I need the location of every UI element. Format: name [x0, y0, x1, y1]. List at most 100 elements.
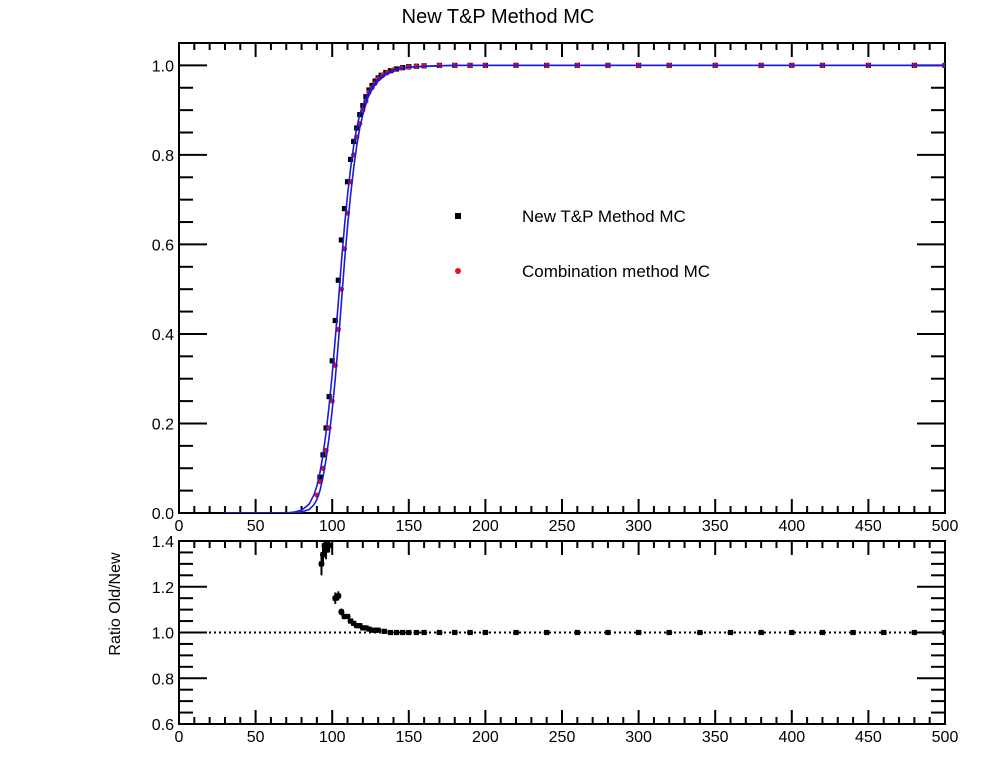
ratio-point — [605, 629, 611, 636]
upper-x-tick-label: 200 — [472, 518, 499, 535]
ratio-point — [727, 629, 734, 636]
legend-marker-star-icon — [455, 268, 461, 274]
upper-x-tick-label: 450 — [855, 518, 882, 535]
ratio-point — [482, 629, 488, 636]
legend-marker-square-icon — [455, 213, 461, 219]
chart-title: New T&P Method MC — [401, 6, 595, 28]
ratio-point — [406, 629, 412, 636]
new-tp-point — [326, 394, 332, 400]
new-tp-point — [335, 277, 341, 283]
ratio-point — [513, 629, 519, 636]
upper-panel: 0 50 100 150 200 250 300 350 400 450 500 0.0 0.2 0.4 0… — [152, 42, 959, 535]
new-tp-point — [338, 237, 344, 243]
ratio-point — [363, 625, 369, 631]
new-tp-point — [317, 474, 323, 480]
ratio-point — [421, 629, 427, 636]
lower-y-tick-label: 1.0 — [152, 626, 174, 643]
lower-x-tick-label: 50 — [247, 729, 265, 746]
ratio-point — [335, 593, 341, 599]
ratio-point — [436, 629, 443, 636]
ratio-point — [325, 541, 331, 544]
ratio-point — [393, 629, 400, 636]
lower-x-tick-label: 350 — [702, 729, 729, 746]
ratio-point — [323, 547, 329, 553]
fit-curve-3 — [224, 64, 945, 513]
upper-x-tick-label: 50 — [247, 518, 265, 535]
upper-x-tick-label: 500 — [932, 518, 959, 535]
ratio-point — [452, 629, 458, 636]
ratio-point — [387, 629, 394, 636]
lower-y-tick-label: 0.6 — [152, 717, 174, 734]
upper-x-tick-label: 150 — [395, 518, 422, 535]
lower-panel: 0 50 100 150 200 250 300 350 400 450 500 0.6 0.8 1.0 1… — [152, 534, 959, 746]
lower-x-tick-label: 0 — [175, 729, 184, 746]
new-tp-point — [332, 317, 338, 324]
ratio-point — [375, 627, 381, 633]
lower-x-tick-label: 500 — [932, 729, 959, 746]
new-tp-point — [329, 358, 335, 364]
ratio-point — [881, 629, 887, 636]
ratio-point — [574, 629, 580, 636]
upper-y-tick-label: 0.8 — [152, 148, 174, 165]
ratio-point — [850, 629, 856, 636]
ratio-point — [326, 542, 332, 549]
ratio-point — [354, 623, 360, 629]
fit-curve-2 — [224, 64, 945, 513]
upper-x-tick-label: 250 — [549, 518, 576, 535]
new-tp-point — [341, 206, 348, 212]
legend-label-new-tp: New T&P Method MC — [522, 207, 686, 226]
upper-x-tick-label: 400 — [778, 518, 805, 535]
lower-x-tick-label: 400 — [778, 729, 805, 746]
upper-y-tick-label: 0.4 — [152, 327, 174, 344]
lower-x-tick-label: 100 — [319, 729, 346, 746]
ratio-point — [789, 629, 795, 636]
lower-y-tick-label: 1.4 — [152, 534, 174, 551]
upper-x-tick-label: 350 — [702, 518, 729, 535]
upper-x-tick-label: 300 — [625, 518, 652, 535]
ratio-point — [758, 629, 764, 636]
lower-x-tick-label: 300 — [625, 729, 652, 746]
ratio-point — [819, 629, 826, 636]
ratio-point — [338, 609, 344, 615]
ratio-point — [351, 620, 357, 626]
ratio-point — [911, 629, 917, 636]
ratio-point — [357, 623, 363, 629]
ratio-point — [347, 618, 354, 624]
ratio-point — [320, 552, 326, 558]
ratio-point — [321, 542, 328, 549]
ratio-point — [332, 595, 338, 601]
ratio-point — [400, 629, 406, 636]
ratio-point — [467, 629, 473, 636]
lower-y-tick-label: 1.2 — [152, 580, 174, 597]
new-tp-point — [344, 179, 351, 185]
upper-y-tick-label: 0.6 — [152, 237, 174, 254]
upper-x-tick-label: 100 — [319, 518, 346, 535]
lower-x-tick-label: 450 — [855, 729, 882, 746]
ratio-point — [344, 613, 351, 620]
upper-y-tick-label: 1.0 — [152, 58, 174, 75]
ratio-point — [413, 629, 420, 636]
lower-y-tick-label: 0.8 — [152, 671, 174, 688]
lower-x-tick-label: 150 — [395, 729, 422, 746]
ratio-point — [341, 613, 348, 620]
ratio-point — [666, 629, 672, 636]
ratio-point — [318, 561, 325, 567]
lower-x-tick-label: 250 — [549, 729, 576, 746]
ratio-point — [360, 625, 366, 631]
ratio-point — [544, 629, 550, 636]
ratio-point — [381, 628, 387, 634]
ratio-point — [697, 629, 703, 636]
new-tp-point — [347, 156, 354, 162]
upper-y-tick-label: 0.2 — [152, 416, 174, 433]
ratio-point — [366, 626, 372, 632]
lower-x-tick-label: 200 — [472, 729, 499, 746]
legend-label-combination: Combination method MC — [522, 262, 711, 281]
ratio-point — [942, 629, 945, 636]
lower-y-axis-label: Ratio Old/New — [107, 552, 124, 656]
upper-y-tick-label: 0.0 — [152, 506, 174, 523]
ratio-point — [369, 627, 375, 633]
ratio-point — [372, 627, 378, 633]
upper-x-tick-label: 0 — [175, 518, 184, 535]
ratio-point — [636, 629, 642, 636]
